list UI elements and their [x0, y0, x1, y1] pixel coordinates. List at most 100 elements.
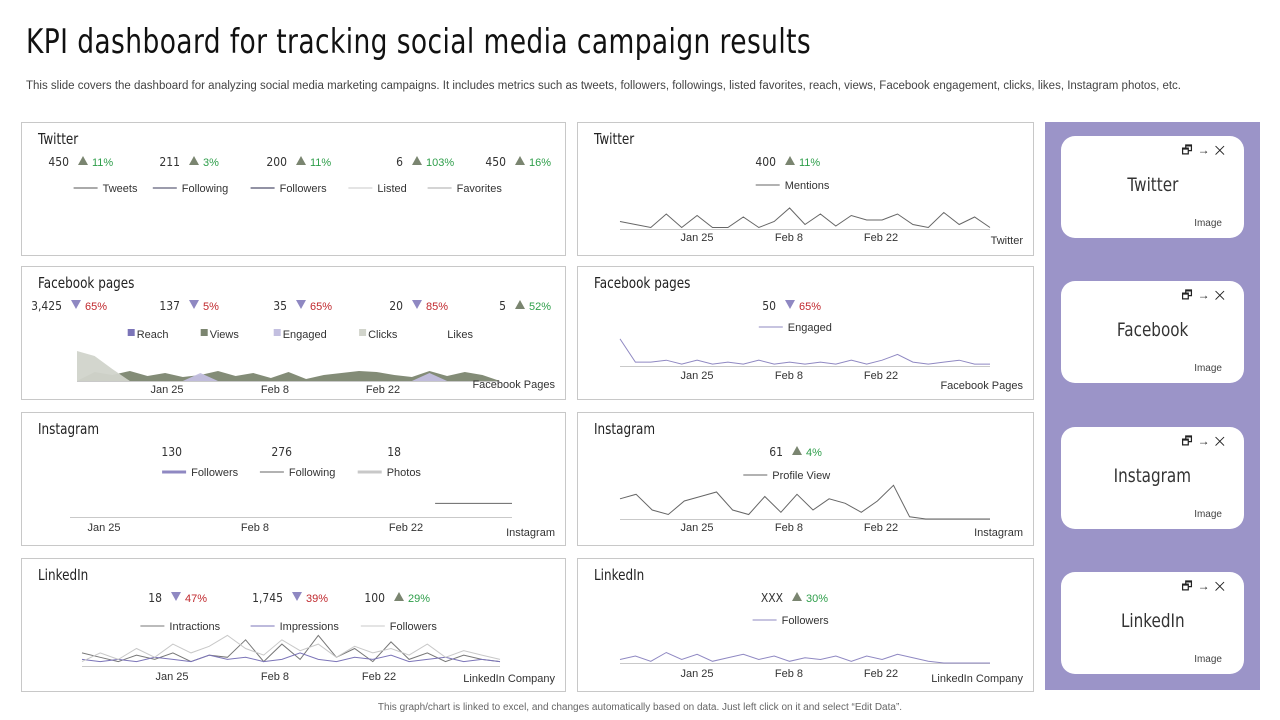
- card-toolbar[interactable]: 🗗→✕: [1181, 432, 1230, 453]
- kpi-value: 450: [48, 155, 69, 169]
- kpi-value: 100: [364, 591, 385, 605]
- kpi-value: 130: [161, 445, 182, 459]
- chart-panel[interactable]: Twitter 450 11% 211 3% 200 11% 6 103% 450 16% Tweet…: [21, 122, 566, 256]
- source-label: Instagram: [506, 527, 555, 539]
- chart-svg: 61 4% Profile View Jan 25 Feb 8 Feb 22 Instagr…: [619, 445, 1023, 539]
- x-tick-label: Jan 25: [680, 370, 713, 382]
- copy-icon[interactable]: 🗗: [1181, 434, 1198, 448]
- page-subtitle: This slide covers the dashboard for anal…: [26, 80, 1181, 92]
- copy-icon[interactable]: 🗗: [1181, 143, 1198, 157]
- arrow-right-icon[interactable]: →: [1197, 579, 1215, 593]
- card-toolbar[interactable]: 🗗→✕: [1181, 286, 1230, 307]
- triangle-down-icon: [171, 592, 181, 601]
- triangle-up-icon: [515, 300, 525, 309]
- legend-item: Views: [200, 329, 240, 341]
- chart-panel[interactable]: LinkedIn XXX 30% Followers Jan 25 Feb 8 Feb 22…: [577, 558, 1034, 692]
- chart-panel[interactable]: Facebook pages 50 65% Engaged Jan 25 Feb 8 Feb…: [577, 266, 1034, 400]
- kpi-change: 52%: [529, 301, 551, 313]
- kpi-change: 30%: [806, 593, 828, 605]
- legend-label: Views: [210, 329, 240, 341]
- legend-label: Followers: [280, 183, 328, 195]
- side-card-linkedin[interactable]: 🗗→✕ LinkedIn Image: [1061, 572, 1244, 674]
- card-toolbar[interactable]: 🗗→✕: [1181, 141, 1230, 162]
- side-image-panel: 🗗→✕ Twitter Image 🗗→✕ Facebook Image 🗗→✕…: [1045, 122, 1260, 690]
- chart-panel[interactable]: Twitter 400 11% Mentions Jan 25 Feb 8 Feb 22 Tw…: [577, 122, 1034, 256]
- triangle-up-icon: [792, 446, 802, 455]
- chart-panel[interactable]: LinkedIn 18 47% 1,745 39% 100 29% Intractions Im…: [21, 558, 566, 692]
- triangle-down-icon: [785, 300, 795, 309]
- side-card-instagram[interactable]: 🗗→✕ Instagram Image: [1061, 427, 1244, 529]
- legend-swatch: [437, 328, 446, 337]
- legend-label: Clicks: [368, 329, 398, 341]
- card-title: Instagram: [1113, 465, 1192, 487]
- legend-label: Impressions: [280, 621, 340, 633]
- kpi-change: 5%: [203, 301, 219, 313]
- chart-panel[interactable]: Facebook pages 3,425 65% 137 5% 35 65% 20 85% 5 52…: [21, 266, 566, 400]
- kpi-value: 211: [159, 155, 180, 169]
- copy-icon[interactable]: 🗗: [1181, 579, 1198, 593]
- kpi-group: 1,745 39%: [252, 591, 328, 605]
- side-card-twitter[interactable]: 🗗→✕ Twitter Image: [1061, 136, 1244, 238]
- card-image-label: Image: [1194, 363, 1222, 374]
- legend-item: Clicks: [359, 329, 398, 341]
- card-toolbar[interactable]: 🗗→✕: [1181, 577, 1230, 598]
- x-tick-label: Feb 22: [366, 384, 400, 396]
- kpi-value: 400: [755, 155, 776, 169]
- card-title: Facebook: [1116, 319, 1189, 341]
- kpi-change: 11%: [310, 157, 331, 169]
- kpi-value: 20: [389, 299, 403, 313]
- chart-title: LinkedIn: [38, 566, 89, 584]
- legend-item: Listed: [348, 183, 407, 195]
- legend-label: Listed: [377, 183, 406, 195]
- close-icon[interactable]: ✕: [1214, 579, 1230, 593]
- chart-title: Facebook pages: [38, 274, 135, 292]
- kpi-group: 3,425 65%: [31, 299, 107, 313]
- kpi-group: 450 11%: [48, 155, 113, 169]
- card-image-label: Image: [1194, 218, 1222, 229]
- close-icon[interactable]: ✕: [1214, 143, 1230, 157]
- kpi-value: 200: [266, 155, 287, 169]
- legend-label: Profile View: [772, 470, 830, 482]
- copy-icon[interactable]: 🗗: [1181, 288, 1198, 302]
- triangle-down-icon: [292, 592, 302, 601]
- kpi-change: 3%: [203, 157, 219, 169]
- kpi-group: 450 16%: [485, 155, 551, 169]
- kpi-value: 6: [396, 155, 403, 169]
- kpi-group: XXX 30%: [761, 591, 828, 605]
- legend-item: Photos: [357, 467, 421, 479]
- footer-note: This graph/chart is linked to excel, and…: [377, 702, 903, 713]
- chart-panel[interactable]: Instagram 130 276 18 Followers Following Photo…: [21, 412, 566, 546]
- kpi-value: 276: [271, 445, 292, 459]
- area-series: [77, 371, 500, 381]
- kpi-value: XXX: [761, 591, 784, 605]
- chart-panel[interactable]: Instagram 61 4% Profile View Jan 25 Feb 8 Feb …: [577, 412, 1034, 546]
- chart-title: Instagram: [38, 420, 100, 438]
- page-title: KPI dashboard for tracking social media …: [26, 22, 812, 62]
- kpi-group: 35 65%: [273, 299, 332, 313]
- triangle-up-icon: [785, 156, 795, 165]
- legend-item: Reach: [127, 329, 168, 341]
- line-series: [619, 207, 991, 229]
- arrow-right-icon[interactable]: →: [1197, 434, 1215, 448]
- x-tick-label: Feb 22: [362, 671, 396, 683]
- legend-item: Following: [152, 183, 228, 195]
- arrow-right-icon[interactable]: →: [1197, 288, 1215, 302]
- kpi-group: 18: [387, 445, 401, 459]
- legend-swatch: [200, 329, 208, 336]
- kpi-change: 65%: [85, 301, 107, 313]
- kpi-change: 39%: [306, 593, 328, 605]
- kpi-value: 137: [159, 299, 180, 313]
- kpi-change: 29%: [408, 593, 430, 605]
- triangle-up-icon: [412, 156, 422, 165]
- chart-title: LinkedIn: [594, 566, 645, 584]
- x-tick-label: Feb 22: [864, 370, 898, 382]
- kpi-change: 65%: [799, 301, 821, 313]
- close-icon[interactable]: ✕: [1214, 288, 1230, 302]
- kpi-value: 450: [485, 155, 506, 169]
- legend-label: Following: [182, 183, 228, 195]
- side-card-facebook[interactable]: 🗗→✕ Facebook Image: [1061, 281, 1244, 383]
- arrow-right-icon[interactable]: →: [1197, 143, 1215, 157]
- close-icon[interactable]: ✕: [1214, 434, 1230, 448]
- x-tick-label: Feb 22: [864, 232, 898, 244]
- legend-label: Followers: [390, 621, 438, 633]
